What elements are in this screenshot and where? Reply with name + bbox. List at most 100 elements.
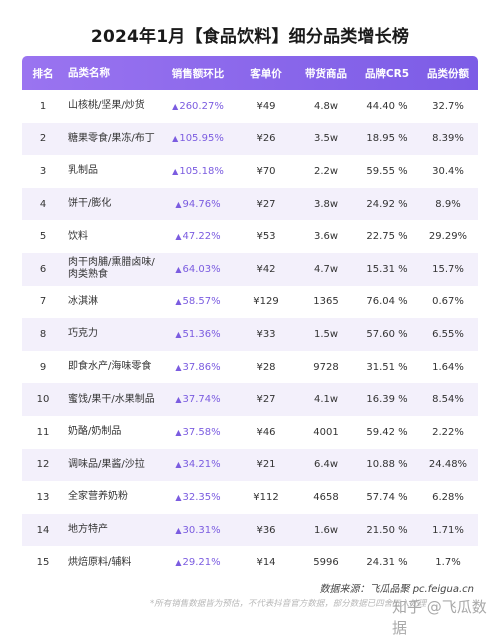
items-cell: 5996 — [313, 557, 339, 569]
disclaimer-note: *所有销售数据皆为预估，不代表抖音官方数据，部分数据已四舍五入处理 — [150, 599, 427, 609]
items-cell: 2.2w — [313, 165, 339, 177]
price-cell: ¥53 — [256, 231, 276, 243]
growth-cell: ▲29.21% — [160, 557, 236, 568]
table-row: 7 冰淇淋 ▲58.57% ¥129 1365 76.04 % 0.67% — [22, 286, 478, 319]
items-cell: 3.8w — [313, 198, 339, 210]
cr5-cell: 10.88 % — [366, 459, 408, 471]
items-cell: 1.5w — [313, 328, 339, 340]
items-cell: 4.7w — [313, 263, 339, 275]
cr5-cell: 18.95 % — [366, 133, 408, 145]
rank-cell: 6 — [39, 263, 47, 275]
up-triangle-icon: ▲ — [175, 264, 182, 274]
table-row: 2 糖果零食/果冻/布丁 ▲105.95% ¥26 3.5w 18.95 % 8.39% — [22, 122, 478, 156]
price-cell: ¥112 — [253, 491, 279, 503]
share-cell: 32.7% — [432, 100, 464, 112]
growth-value: 30.31% — [182, 524, 221, 536]
share-cell: 1.64% — [432, 361, 464, 373]
share-cell: 24.48% — [428, 459, 468, 471]
cr5-cell: 57.74 % — [366, 491, 408, 503]
price-cell: ¥21 — [256, 459, 276, 471]
growth-cell: ▲34.21% — [160, 459, 236, 470]
share-cell: 8.39% — [432, 133, 464, 145]
cr5-cell: 24.92 % — [366, 198, 408, 210]
growth-value: 47.22% — [182, 231, 221, 243]
rank-cell: 14 — [36, 524, 50, 536]
growth-cell: ▲94.76% — [160, 199, 236, 210]
rank-cell: 12 — [36, 459, 50, 471]
rank-cell: 2 — [39, 133, 47, 145]
share-cell: 30.4% — [432, 165, 464, 177]
growth-cell: ▲37.58% — [160, 427, 236, 438]
items-cell: 9728 — [313, 361, 339, 373]
table-row: 13 全家营养奶粉 ▲32.35% ¥112 4658 57.74 % 6.28% — [22, 481, 478, 514]
up-triangle-icon: ▲ — [175, 199, 182, 209]
items-cell: 6.4w — [313, 459, 339, 471]
growth-cell: ▲30.31% — [160, 525, 236, 536]
up-triangle-icon: ▲ — [175, 297, 182, 307]
category-cell: 蜜饯/果干/水果制品 — [68, 393, 155, 405]
header-share: 品类份额 — [427, 67, 469, 80]
category-cell: 饮料 — [68, 230, 88, 242]
rank-cell: 1 — [39, 100, 47, 112]
growth-value: 37.58% — [182, 426, 221, 438]
items-cell: 4.1w — [313, 394, 339, 406]
growth-value: 51.36% — [182, 328, 221, 340]
growth-value: 260.27% — [179, 100, 224, 112]
growth-cell: ▲105.18% — [160, 166, 236, 177]
growth-value: 105.18% — [179, 165, 224, 177]
growth-cell: ▲32.35% — [160, 492, 236, 503]
table-row: 6 肉干肉脯/熏腊卤味/肉类熟食 ▲64.03% ¥42 4.7w 15.31 % 15.7… — [22, 252, 478, 286]
up-triangle-icon: ▲ — [175, 395, 182, 405]
rank-cell: 5 — [39, 231, 47, 243]
up-triangle-icon: ▲ — [172, 134, 179, 144]
table-row: 14 地方特产 ▲30.31% ¥36 1.6w 21.50 % 1.71% — [22, 513, 478, 547]
category-cell: 巧克力 — [68, 328, 98, 340]
growth-value: 58.57% — [182, 296, 221, 308]
header-category: 品类名称 — [68, 67, 110, 79]
table-header: 排名 品类名称 销售额环比 客单价 带货商品 品牌CR5 品类份额 — [22, 56, 478, 90]
growth-cell: ▲51.36% — [160, 329, 236, 340]
share-cell: 0.67% — [432, 296, 464, 308]
share-cell: 2.22% — [432, 426, 464, 438]
page-title: 2024年1月【食品饮料】细分品类增长榜 — [90, 27, 410, 47]
growth-cell: ▲37.74% — [160, 394, 236, 405]
cr5-cell: 16.39 % — [366, 394, 408, 406]
price-cell: ¥33 — [256, 328, 276, 340]
growth-cell: ▲58.57% — [160, 296, 236, 307]
watermark: 知乎 @飞瓜数据 — [392, 598, 487, 637]
price-cell: ¥26 — [256, 133, 276, 145]
growth-value: 37.86% — [182, 361, 221, 373]
cr5-cell: 22.75 % — [366, 231, 408, 243]
rank-cell: 15 — [36, 557, 50, 569]
rank-cell: 11 — [36, 426, 50, 438]
price-cell: ¥36 — [256, 524, 276, 536]
table-row: 11 奶酪/奶制品 ▲37.58% ¥46 4001 59.42 % 2.22% — [22, 416, 478, 449]
table-row: 4 饼干/膨化 ▲94.76% ¥27 3.8w 24.92 % 8.9% — [22, 187, 478, 221]
header-cr5: 品牌CR5 — [364, 67, 410, 80]
table-row: 1 山核桃/坚果/炒货 ▲260.27% ¥49 4.8w 44.40 % 32.7% — [22, 90, 478, 123]
header-items: 带货商品 — [305, 67, 347, 80]
growth-cell: ▲47.22% — [160, 231, 236, 242]
cr5-cell: 21.50 % — [366, 524, 408, 536]
rank-cell: 7 — [39, 296, 47, 308]
category-cell: 饼干/膨化 — [68, 198, 112, 210]
header-price: 客单价 — [250, 67, 282, 80]
cr5-cell: 57.60 % — [366, 328, 408, 340]
category-cell: 奶酪/奶制品 — [68, 426, 122, 438]
growth-value: 34.21% — [182, 459, 221, 471]
growth-value: 64.03% — [182, 263, 221, 275]
table-body: 1 山核桃/坚果/炒货 ▲260.27% ¥49 4.8w 44.40 % 32.7% 2 糖果… — [22, 90, 478, 579]
category-cell: 地方特产 — [68, 524, 108, 536]
cr5-cell: 76.04 % — [366, 296, 408, 308]
cr5-cell: 31.51 % — [366, 361, 408, 373]
category-cell: 全家营养奶粉 — [68, 491, 128, 503]
growth-value: 29.21% — [182, 557, 221, 569]
price-cell: ¥27 — [256, 198, 276, 210]
share-cell: 15.7% — [432, 263, 464, 275]
category-cell: 糖果零食/果冻/布丁 — [68, 132, 155, 144]
cr5-cell: 15.31 % — [366, 263, 408, 275]
cr5-cell: 59.55 % — [366, 165, 408, 177]
growth-cell: ▲105.95% — [160, 133, 236, 144]
price-cell: ¥70 — [256, 165, 276, 177]
table-row: 12 调味品/果酱/沙拉 ▲34.21% ¥21 6.4w 10.88 % 24.48% — [22, 448, 478, 482]
